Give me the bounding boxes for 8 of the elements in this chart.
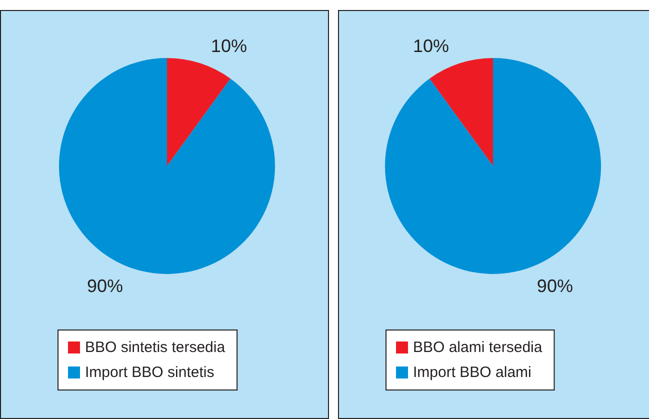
legend-label: Import BBO sintetis [85, 364, 214, 381]
legend-label: BBO alami tersedia [413, 339, 543, 356]
legend-label: Import BBO alami [413, 364, 532, 381]
data-label: 90% [87, 276, 124, 296]
legend-label: BBO sintetis tersedia [85, 339, 226, 356]
data-label: 90% [536, 276, 573, 296]
data-label: 10% [413, 36, 450, 56]
data-label: 10% [210, 36, 247, 56]
